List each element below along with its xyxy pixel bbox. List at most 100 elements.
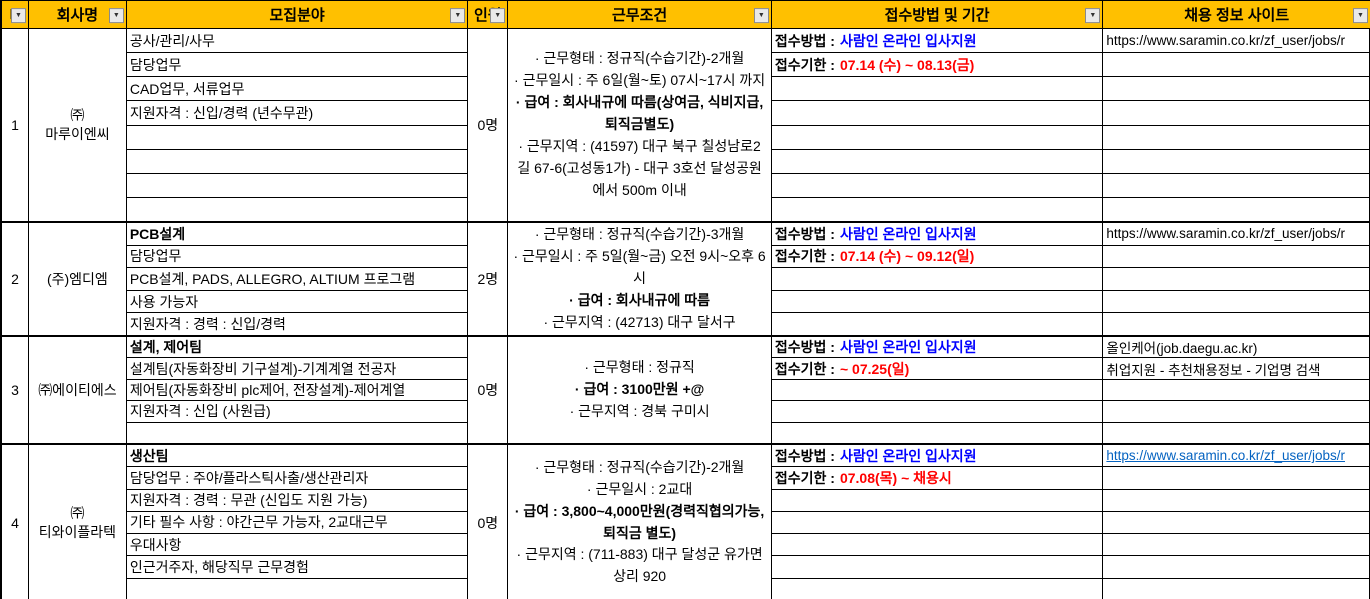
table-header-row: N▼ 회사명 ▼ 모집분야 ▼ 인원▼ 근무조건 ▼ 접수방법 및 기간 ▼ 채용 정보… (2, 1, 1370, 29)
condition-line: · 근무지역 : (41597) 대구 북구 칠성남로2길 67-6(고성동1가… (517, 137, 762, 198)
site-info-cell: 올인케어(job.daegu.ac.kr) 취업지원 - 추천채용정보 - 기업… (1103, 337, 1370, 443)
apply-deadline-value: ~ 07.25(일) (839, 360, 910, 377)
column-header-field: 모집분야 ▼ (127, 1, 469, 28)
site-empty (1103, 268, 1370, 291)
filter-dropdown-icon[interactable]: ▼ (10, 7, 26, 23)
company-name: ㈜ 마루이엔씨 (29, 29, 127, 221)
filter-dropdown-icon[interactable]: ▼ (450, 7, 466, 23)
field-item (126, 174, 468, 198)
recruit-field-cell: 공사/관리/사무 담당업무 CAD업무, 서류업무 지원자격 : 신입/경력 (… (126, 29, 469, 221)
condition-line-salary: · 급여 : 회사내규에 따름 (569, 291, 710, 308)
apply-empty (771, 534, 1103, 557)
site-empty (1103, 534, 1370, 557)
table-row: 2 (주)엠디엠 PCB설계 담당업무 PCB설계, PADS, ALLEGRO… (2, 223, 1370, 337)
site-empty (1103, 198, 1369, 221)
apply-deadline-label: 접수기한 : (774, 56, 835, 73)
site-info-cell: https://www.saramin.co.kr/zf_user/jobs/r (1103, 445, 1370, 599)
field-item: CAD업무, 서류업무 (126, 77, 468, 102)
field-item: 담당업무 (126, 246, 468, 269)
site-empty (1103, 512, 1370, 535)
field-item: 사용 가능자 (126, 291, 468, 314)
condition-line: · 근무지역 : (42713) 대구 달서구 (543, 313, 736, 330)
filter-dropdown-icon[interactable]: ▼ (1085, 7, 1101, 23)
headcount: 0명 (468, 337, 509, 443)
column-header-apply: 접수방법 및 기간 ▼ (772, 1, 1104, 28)
apply-deadline-value: 07.08(목) ~ 채용시 (839, 469, 952, 486)
site-empty (1103, 556, 1370, 579)
field-item-title: PCB설계 (126, 223, 468, 246)
site-info-cell: https://www.saramin.co.kr/zf_user/jobs/r (1103, 29, 1370, 221)
field-item: PCB설계, PADS, ALLEGRO, ALTIUM 프로그램 (126, 268, 468, 291)
apply-empty (771, 291, 1103, 314)
column-header-site-label: 채용 정보 사이트 (1184, 7, 1290, 24)
site-empty (1103, 467, 1370, 490)
apply-deadline-label: 접수기한 : (774, 469, 835, 486)
table-row: 1 ㈜ 마루이엔씨 공사/관리/사무 담당업무 CAD업무, 서류업무 지원자격… (2, 29, 1370, 223)
site-empty (1103, 126, 1370, 150)
field-item: 지원자격 : 신입 (사원급) (126, 401, 468, 423)
site-empty (1103, 77, 1370, 102)
work-conditions-cell: · 근무형태 : 정규직(수습기간)-2개월 · 근무일시 : 2교대 · 급여… (508, 445, 772, 599)
row-number: 2 (2, 223, 29, 335)
apply-empty (771, 101, 1103, 126)
filter-dropdown-icon[interactable]: ▼ (1353, 7, 1368, 23)
apply-method-label: 접수방법 : (774, 447, 835, 464)
condition-line: · 근무일시 : 2교대 (586, 480, 693, 497)
column-header-conditions-label: 근무조건 (611, 7, 668, 24)
field-item (127, 423, 468, 443)
site-empty (1103, 401, 1370, 423)
field-item: 담당업무 (126, 53, 468, 78)
condition-line: · 근무지역 : (711-883) 대구 달성군 유가면 상리 920 (516, 546, 763, 585)
column-header-conditions: 근무조건 ▼ (508, 1, 772, 28)
condition-line: · 근무일시 : 주 5일(월~금) 오전 9시~오후 6시 (513, 248, 766, 287)
site-link[interactable]: https://www.saramin.co.kr/zf_user/jobs/r (1103, 445, 1370, 468)
apply-empty (771, 556, 1103, 579)
apply-method-value: 사람인 온라인 입사지원 (839, 447, 977, 464)
field-item: 지원자격 : 경력 : 신입/경력 (129, 316, 286, 333)
condition-line: · 근무형태 : 정규직 (584, 359, 695, 376)
apply-method: 접수방법 : 사람인 온라인 입사지원 (771, 337, 1103, 359)
site-empty (1103, 101, 1370, 126)
recruit-field-cell: 설계, 제어팀 설계팀(자동화장비 기구설계)-기계계열 전공자 제어팀(자동화… (126, 337, 469, 443)
site-empty (1103, 291, 1370, 314)
condition-line-salary: · 급여 : 회사내규에 따름(상여금, 식비지급, 퇴직금별도) (515, 94, 764, 133)
headcount: 2명 (468, 223, 509, 335)
apply-deadline-label: 접수기한 : (774, 360, 835, 377)
site-empty (1103, 150, 1370, 174)
apply-empty (771, 174, 1103, 198)
apply-method-value: 사람인 온라인 입사지원 (839, 32, 977, 49)
filter-dropdown-icon[interactable]: ▼ (108, 7, 124, 23)
field-item-title: 생산팀 (126, 445, 468, 468)
column-header-no: N▼ (2, 1, 29, 28)
filter-dropdown-icon[interactable]: ▼ (753, 7, 769, 23)
filter-dropdown-icon[interactable]: ▼ (490, 7, 506, 23)
row-number: 4 (2, 445, 29, 599)
company-name-text: ㈜ 마루이엔씨 (45, 107, 110, 142)
field-item: 인근거주자, 해당직무 근무경험 (126, 556, 468, 579)
field-item: 지원자격 : 신입/경력 (년수무관) (126, 101, 468, 126)
apply-empty (771, 126, 1103, 150)
site-text: 올인케어(job.daegu.ac.kr) (1103, 337, 1370, 359)
site-empty (1103, 246, 1370, 269)
table-row: 4 ㈜ 티와이플라텍 생산팀 담당업무 : 주야/플라스틱사출/생산관리자 지원… (2, 445, 1370, 599)
condition-line: · 근무지역 : 경북 구미시 (569, 402, 710, 419)
headcount: 0명 (468, 445, 509, 599)
field-item (127, 579, 468, 599)
apply-info-cell: 접수방법 : 사람인 온라인 입사지원 접수기한 :07.14 (수) ~ 08.… (771, 29, 1104, 221)
work-conditions-cell: · 근무형태 : 정규직(수습기간)-3개월 · 근무일시 : 주 5일(월~금… (508, 223, 772, 335)
condition-line: · 근무형태 : 정규직(수습기간)-3개월 (534, 226, 745, 243)
table-row: 3 ㈜에이티에스 설계, 제어팀 설계팀(자동화장비 기구설계)-기계계열 전공… (2, 337, 1370, 445)
column-header-company: 회사명 ▼ (29, 1, 127, 28)
field-item: 공사/관리/사무 (126, 29, 468, 54)
apply-method: 접수방법 : 사람인 온라인 입사지원 (771, 29, 1103, 54)
apply-deadline-value: 07.14 (수) ~ 08.13(금) (839, 56, 975, 73)
column-header-headcount: 인원 ▼ (468, 1, 509, 28)
site-empty (1103, 423, 1369, 443)
apply-method-value: 사람인 온라인 입사지원 (839, 225, 977, 242)
apply-method-label: 접수방법 : (774, 339, 835, 356)
condition-line-salary: · 급여 : 3,800~4,000만원(경력직협의가능, 퇴직금 별도) (514, 502, 765, 541)
apply-info-cell: 접수방법 : 사람인 온라인 입사지원 접수기한 :07.14 (수) ~ 09.… (771, 223, 1104, 335)
company-name-text: ㈜ 티와이플라텍 (38, 504, 117, 540)
site-empty (1103, 174, 1370, 198)
apply-empty (772, 579, 1103, 599)
